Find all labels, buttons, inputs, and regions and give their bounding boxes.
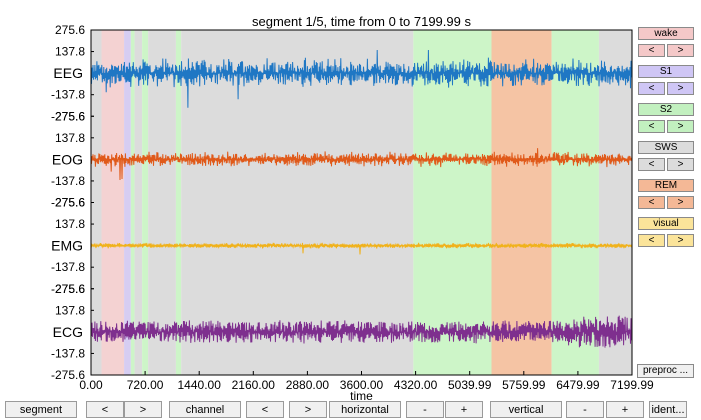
hypnogram-band-sws <box>598 30 632 375</box>
x-axis-label: time <box>350 389 373 403</box>
stage-wake-next-button[interactable]: > <box>667 44 694 57</box>
x-tick-label: 5039.99 <box>448 378 492 392</box>
y-tick-label: 275.6 <box>55 196 85 210</box>
stage-wake-button[interactable]: wake <box>638 27 694 40</box>
x-tick-label: 5759.99 <box>502 378 546 392</box>
y-tick-label: -275.6 <box>51 196 85 210</box>
stage-rem-button[interactable]: REM <box>638 179 694 192</box>
channel-prev-button[interactable]: < <box>246 401 284 418</box>
hypnogram-band-sws <box>134 30 143 375</box>
ident-button[interactable]: ident... <box>649 401 687 418</box>
segment-next-button[interactable]: > <box>124 401 162 418</box>
segment-button[interactable]: segment <box>5 401 77 418</box>
horizontal-zoom-out-button[interactable]: - <box>406 401 444 418</box>
x-tick-label: 2160.00 <box>232 378 276 392</box>
preproc-button[interactable]: preproc ... <box>637 364 694 378</box>
y-tick-label: -137.8 <box>51 260 85 274</box>
y-tick-label: 137.8 <box>55 303 85 317</box>
stage-s2-prev-button[interactable]: < <box>638 120 665 133</box>
y-tick-label: -275.6 <box>51 282 85 296</box>
stage-s2-next-button[interactable]: > <box>667 120 694 133</box>
x-tick-label: 1440.00 <box>178 378 222 392</box>
y-tick-label: -275.6 <box>51 109 85 123</box>
hypnogram-band-s2 <box>551 30 599 375</box>
stage-wake-prev-button[interactable]: < <box>638 44 665 57</box>
x-tick-label: 0.00 <box>79 378 103 392</box>
y-tick-label: 275.6 <box>55 282 85 296</box>
vertical-button[interactable]: vertical <box>490 401 562 418</box>
hypnogram-band-rem <box>491 30 552 375</box>
stage-visual-next-button[interactable]: > <box>667 234 694 247</box>
x-tick-label: 2880.00 <box>286 378 330 392</box>
trace-eeg <box>90 49 633 108</box>
x-tick-label: 6479.99 <box>556 378 600 392</box>
hypnogram-band-s2 <box>413 30 492 375</box>
plot-title: segment 1/5, time from 0 to 7199.99 s <box>252 14 471 29</box>
channel-next-button[interactable]: > <box>289 401 327 418</box>
stage-rem-prev-button[interactable]: < <box>638 196 665 209</box>
y-tick-label: 137.8 <box>55 131 85 145</box>
y-tick-label: 137.8 <box>55 217 85 231</box>
channel-label-emg: EMG <box>51 238 83 254</box>
hypnogram-band-wake <box>101 30 125 375</box>
x-tick-label: 3600.00 <box>340 378 384 392</box>
hypnogram-band-wake <box>91 30 102 375</box>
channel-label-eog: EOG <box>52 151 83 167</box>
stage-rem-next-button[interactable]: > <box>667 196 694 209</box>
x-tick-label: 4320.00 <box>394 378 438 392</box>
y-tick-label: -137.8 <box>51 346 85 360</box>
stage-s1-next-button[interactable]: > <box>667 82 694 95</box>
channel-label-ecg: ECG <box>53 324 83 340</box>
stage-s2-button[interactable]: S2 <box>638 103 694 116</box>
hypnogram-band-s2 <box>175 30 182 375</box>
y-tick-label: -137.8 <box>51 174 85 188</box>
horizontal-zoom-in-button[interactable]: + <box>445 401 483 418</box>
x-tick-label: 7199.99 <box>610 378 654 392</box>
y-tick-label: -275.6 <box>51 368 85 382</box>
y-tick-label: 137.8 <box>55 45 85 59</box>
trace-ecg <box>90 315 633 348</box>
horizontal-button[interactable]: horizontal <box>329 401 401 418</box>
hypnogram-band-sws <box>148 30 176 375</box>
hypnogram-band-s2 <box>142 30 149 375</box>
trace-emg <box>90 242 633 255</box>
y-tick-label: 275.6 <box>55 23 85 37</box>
hypnogram-band-s1 <box>124 30 131 375</box>
vertical-zoom-in-button[interactable]: + <box>606 401 644 418</box>
stage-sws-prev-button[interactable]: < <box>638 158 665 171</box>
stage-sws-next-button[interactable]: > <box>667 158 694 171</box>
channel-button[interactable]: channel <box>169 401 241 418</box>
y-tick-label: -137.8 <box>51 88 85 102</box>
vertical-zoom-out-button[interactable]: - <box>566 401 604 418</box>
segment-prev-button[interactable]: < <box>86 401 124 418</box>
trace-eog <box>90 148 633 181</box>
stage-s1-prev-button[interactable]: < <box>638 82 665 95</box>
y-tick-label: 275.6 <box>55 109 85 123</box>
stage-s1-button[interactable]: S1 <box>638 65 694 78</box>
hypnogram-band-s2 <box>130 30 135 375</box>
stage-visual-prev-button[interactable]: < <box>638 234 665 247</box>
stage-visual-button[interactable]: visual <box>638 217 694 230</box>
hypnogram-band-sws <box>181 30 414 375</box>
x-tick-label: 720.00 <box>127 378 164 392</box>
channel-label-eeg: EEG <box>53 65 83 81</box>
stage-sws-button[interactable]: SWS <box>638 141 694 154</box>
